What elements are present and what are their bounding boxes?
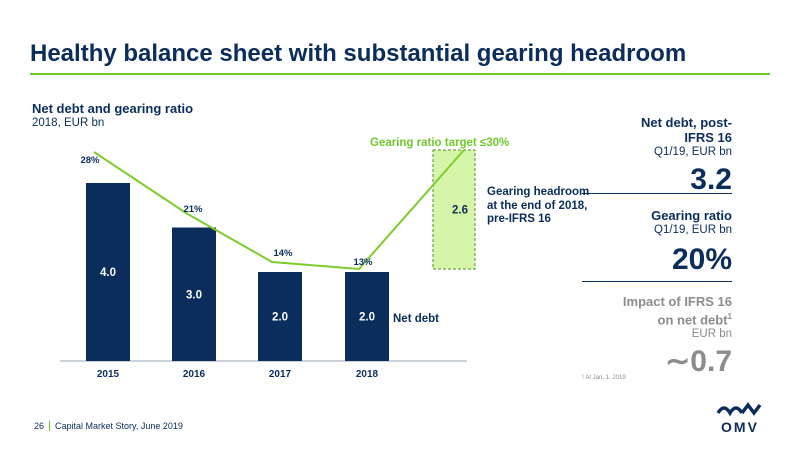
page-number: 26 bbox=[34, 421, 51, 431]
gearing-ratio-label: 14% bbox=[273, 248, 293, 259]
ifrs-kpi-heading-text: Impact of IFRS 16 on net debt bbox=[622, 294, 732, 328]
gearing-ratio-label: 28% bbox=[80, 155, 100, 166]
net-debt-kpi-heading: Net debt, post-IFRS 16 bbox=[641, 115, 732, 145]
footer: 26 Capital Market Story, June 2019 bbox=[34, 421, 183, 431]
footnote: ¹ At Jan. 1, 2019 bbox=[582, 375, 626, 381]
kpi-divider bbox=[582, 193, 732, 194]
net-debt-bar bbox=[345, 272, 389, 361]
omv-logo: OMV bbox=[714, 401, 766, 437]
bar-value-label: 2.0 bbox=[359, 312, 375, 324]
title-divider bbox=[30, 73, 770, 75]
logo-text: OMV bbox=[721, 419, 759, 435]
bar-value-label: 2.0 bbox=[272, 312, 288, 324]
headroom-value-label: 2.6 bbox=[452, 205, 468, 217]
headroom-label: Gearing headroom at the end of 2018, pre… bbox=[487, 186, 590, 225]
net-debt-kpi-sub: Q1/19, EUR bn bbox=[654, 146, 732, 158]
net-debt-kpi: Net debt, post-IFRS 16 Q1/19, EUR bn 3.2 bbox=[622, 115, 732, 197]
kpi-divider bbox=[582, 281, 732, 282]
gearing-ratio-label: 21% bbox=[183, 204, 203, 215]
net-debt-bar bbox=[258, 272, 302, 361]
gearing-target-label: Gearing ratio target ≤30% bbox=[370, 137, 510, 149]
ifrs-kpi-sub: EUR bn bbox=[691, 328, 732, 341]
footnote-marker: 1 bbox=[727, 312, 732, 321]
net-debt-bar bbox=[172, 227, 216, 361]
gearing-ratio-line bbox=[93, 149, 465, 271]
page-title: Healthy balance sheet with substantial g… bbox=[30, 40, 687, 67]
footer-text: Capital Market Story, June 2019 bbox=[55, 421, 183, 431]
bar-value-label: 3.0 bbox=[186, 289, 202, 301]
x-tick-label: 2015 bbox=[97, 369, 120, 380]
gearing-kpi-sub: Q1/19, EUR bn bbox=[654, 224, 732, 236]
gearing-ratio-label: 13% bbox=[353, 257, 373, 268]
net-debt-bar bbox=[86, 183, 130, 361]
chart-title: Net debt and gearing ratio bbox=[32, 101, 194, 116]
ifrs-kpi: Impact of IFRS 16 on net debt1 EUR bn ∼0… bbox=[612, 294, 732, 379]
gearing-kpi: Gearing ratio Q1/19, EUR bn 20% bbox=[651, 208, 732, 277]
omv-logo-mark-icon bbox=[716, 402, 762, 417]
ifrs-kpi-value: ∼0.7 bbox=[665, 345, 732, 379]
chart-subtitle: 2018, EUR bn bbox=[32, 117, 105, 129]
bar-value-label: 4.0 bbox=[100, 267, 116, 279]
x-tick-label: 2018 bbox=[356, 369, 379, 380]
gearing-kpi-value: 20% bbox=[671, 243, 732, 276]
x-tick-label: 2016 bbox=[183, 369, 206, 380]
gearing-kpi-heading: Gearing ratio bbox=[651, 208, 732, 223]
x-tick-label: 2017 bbox=[269, 369, 292, 380]
net-debt-series-label: Net debt bbox=[393, 313, 439, 325]
net-debt-kpi-value: 3.2 bbox=[690, 163, 732, 196]
ifrs-kpi-heading: Impact of IFRS 16 on net debt1 bbox=[612, 294, 732, 327]
gearing-headroom-box bbox=[432, 149, 476, 270]
